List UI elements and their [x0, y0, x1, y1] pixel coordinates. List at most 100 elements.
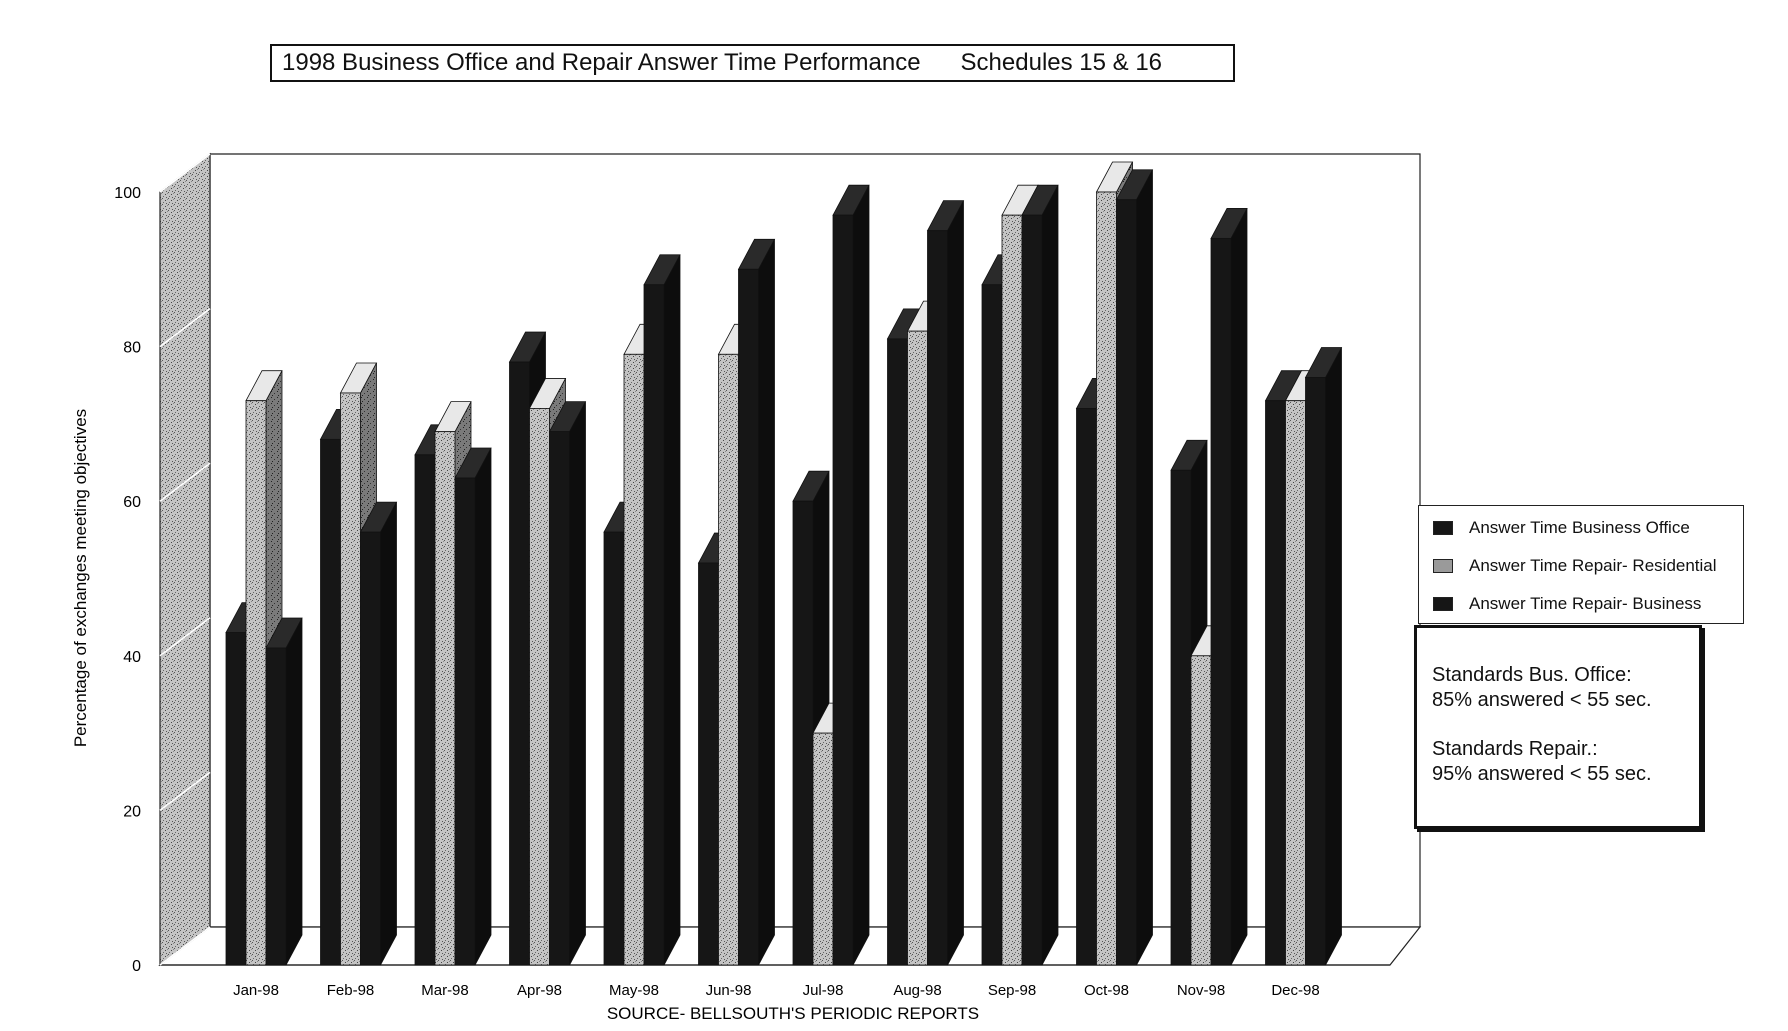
bar-group [225, 370, 303, 966]
bar-repair-business-side [1041, 185, 1059, 966]
bar-repair-business [926, 200, 965, 966]
bar-business-office-front [509, 361, 530, 966]
bar-business-office-front [320, 438, 341, 966]
bar-group [414, 401, 492, 966]
x-tick-label: Nov-98 [1177, 982, 1225, 999]
source-note: SOURCE- BELLSOUTH'S PERIODIC REPORTS [607, 1004, 979, 1023]
bar-repair-business-side [947, 200, 964, 966]
bar-business-office-front [225, 632, 247, 966]
bar-business-office-front [1265, 400, 1286, 966]
bar-repair-business-front [360, 531, 381, 966]
bar-repair-business-front [1210, 237, 1232, 966]
bar-repair-business-front [1021, 214, 1043, 966]
x-tick-label: Sep-98 [988, 982, 1036, 999]
x-tick-label: Dec-98 [1271, 982, 1319, 999]
bar-repair-business-side [852, 185, 870, 966]
bar-repair-residential-front [340, 392, 361, 966]
y-tick-label: 40 [123, 649, 141, 666]
standards-repair-text: 95% answered < 55 sec. [1432, 763, 1652, 785]
legend-label: Answer Time Repair- Business [1469, 594, 1702, 613]
bar-repair-residential-front [718, 353, 739, 966]
bar-repair-business-front [454, 477, 476, 966]
y-gridline [159, 617, 211, 657]
y-gridline [159, 307, 211, 348]
y-axis: 0 20 40 60 80 100 [114, 153, 211, 975]
bar-repair-business [1021, 184, 1059, 966]
bar-repair-residential-front [1285, 400, 1306, 966]
bar-group [697, 238, 776, 966]
legend-item-repair-residential: Answer Time Repair- Residential [1433, 552, 1717, 580]
y-tick-label: 0 [132, 958, 141, 975]
bar-repair-residential-front [907, 330, 928, 966]
x-tick-label: Apr-98 [517, 982, 562, 999]
legend-label: Answer Time Business Office [1469, 518, 1690, 537]
y-gridline [159, 926, 211, 966]
bar-group [1075, 161, 1154, 966]
x-axis: Jan-98 Feb-98 Mar-98 Apr-98 May-98 Jun-98 Jul-… [233, 982, 1320, 999]
legend-item-repair-business: Answer Time Repair- Business [1433, 590, 1701, 618]
chart-legend: Answer Time Business Office Answer Time … [1418, 505, 1744, 624]
y-axis-label: Percentage of exchanges meeting objectiv… [71, 409, 90, 747]
bars [225, 161, 1343, 966]
x-tick-label: Aug-98 [893, 982, 941, 999]
bar-repair-business-side [1325, 347, 1342, 966]
bar-repair-residential-front [623, 353, 645, 966]
bar-repair-business-side [285, 617, 303, 966]
y-gridline [159, 771, 211, 812]
bar-repair-residential-front [1001, 214, 1023, 966]
bar-business-office-front [887, 338, 908, 966]
bar-repair-business-front [738, 268, 759, 966]
bar-group [981, 184, 1059, 966]
bar-repair-business-side [474, 447, 492, 966]
legend-item-business-office: Answer Time Business Office [1433, 514, 1690, 542]
y-gridline [159, 462, 211, 502]
bar-repair-business-front [927, 230, 948, 966]
bar-repair-residential-front [434, 431, 456, 966]
legend-swatch-business-office [1433, 521, 1453, 535]
x-tick-label: Oct-98 [1084, 982, 1129, 999]
bar-repair-residential-front [1190, 655, 1212, 966]
bar-group [319, 362, 398, 966]
bar-business-office-front [603, 531, 625, 966]
bar-repair-business-side [1136, 169, 1153, 966]
bar-repair-business-front [643, 284, 665, 966]
bar-repair-business-side [663, 254, 681, 966]
chart-title-main: 1998 Business Office and Repair Answer T… [282, 49, 921, 76]
bar-repair-residential-front [529, 408, 550, 966]
bar-group [886, 200, 965, 966]
bar-repair-residential-front [245, 400, 267, 966]
side-wall [159, 152, 211, 967]
y-tick-label: 100 [114, 185, 141, 202]
x-tick-label: Mar-98 [421, 982, 469, 999]
bar-repair-business [1115, 169, 1154, 966]
legend-swatch-repair-residential [1433, 559, 1453, 573]
legend-swatch-repair-business [1433, 597, 1453, 611]
bar-repair-business [548, 401, 587, 966]
bar-repair-business [1210, 207, 1248, 966]
bar-repair-business-side [1230, 208, 1248, 966]
bar-repair-residential-front [812, 732, 834, 966]
bar-repair-business-front [265, 647, 287, 966]
bar-business-office-front [981, 284, 1003, 966]
bar-repair-business [1304, 347, 1343, 966]
bar-business-office-front [1076, 408, 1097, 966]
standards-bus-office-text: 85% answered < 55 sec. [1432, 689, 1652, 711]
x-tick-label: Jun-98 [706, 982, 752, 999]
bar-repair-business-front [1305, 377, 1326, 966]
x-tick-label: Jan-98 [233, 982, 279, 999]
y-gridline [159, 153, 211, 193]
bar-business-office-front [414, 454, 436, 966]
x-tick-label: May-98 [609, 982, 659, 999]
bar-group [1264, 347, 1343, 966]
y-tick-label: 60 [123, 494, 141, 511]
bar-repair-business [832, 184, 870, 966]
bar-repair-business-side [569, 401, 586, 966]
x-tick-label: Jul-98 [803, 982, 844, 999]
bar-business-office-front [1170, 469, 1192, 966]
bar-repair-business-side [758, 239, 775, 966]
x-tick-label: Feb-98 [327, 982, 375, 999]
bar-group [1170, 207, 1248, 966]
bar-repair-business-front [1116, 199, 1137, 966]
bar-repair-business [643, 254, 681, 966]
